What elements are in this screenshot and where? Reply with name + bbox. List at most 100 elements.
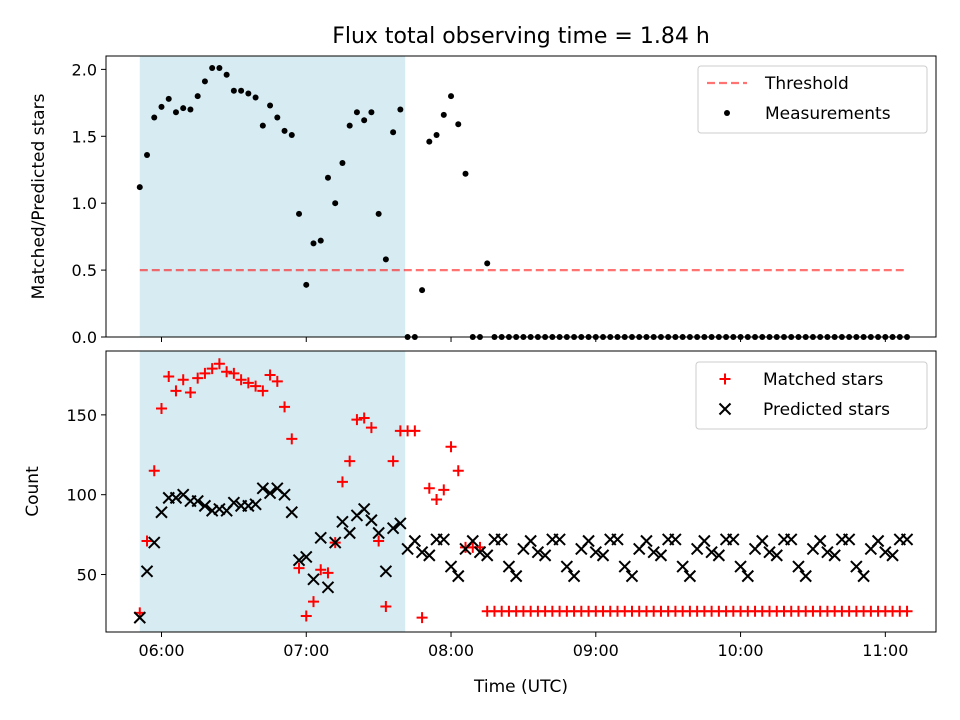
count-x-tick-label: 10:00 xyxy=(718,641,764,660)
ratio-y-tick-label: 0.0 xyxy=(72,328,97,347)
predicted-star-point xyxy=(452,569,465,583)
measurement-point xyxy=(172,109,179,116)
measurement-point xyxy=(158,103,165,110)
ratio-y-tick-label: 1.5 xyxy=(72,127,97,146)
predicted-star-point xyxy=(654,549,668,562)
predicted-star-point xyxy=(727,533,740,546)
measurement-point xyxy=(303,281,310,288)
matched-star-point xyxy=(300,610,312,622)
matched-star-point xyxy=(206,363,218,375)
measurement-point xyxy=(433,131,440,138)
predicted-star-point xyxy=(567,569,581,583)
predicted-star-point xyxy=(365,514,378,527)
ratio-panel: 0.00.51.01.52.0 Matched/Predicted stars … xyxy=(29,55,937,347)
count-y-axis-label: Count xyxy=(23,466,43,517)
count-y-tick-label: 100 xyxy=(66,486,97,505)
matched-star-point xyxy=(192,372,204,384)
measurement-point xyxy=(238,87,245,94)
measurement-point xyxy=(136,184,143,191)
predicted-star-point xyxy=(227,496,241,509)
predicted-star-point xyxy=(481,549,494,562)
matched-star-point xyxy=(170,385,182,397)
predicted-star-point xyxy=(198,499,212,513)
matched-star-point xyxy=(365,422,377,434)
predicted-star-point xyxy=(799,569,812,583)
predicted-star-point xyxy=(155,506,168,519)
predicted-star-point xyxy=(379,565,393,578)
matched-star-point xyxy=(235,374,247,386)
predicted-star-point xyxy=(336,515,349,529)
measurement-point xyxy=(419,287,426,294)
measurement-point xyxy=(144,152,151,159)
ratio-legend-box xyxy=(697,65,928,134)
measurement-point xyxy=(209,65,216,72)
matched-star-point xyxy=(148,465,160,477)
matched-star-point xyxy=(221,366,233,378)
count-x-tick-label: 08:00 xyxy=(428,641,474,660)
measurement-point xyxy=(187,106,194,113)
predicted-star-point xyxy=(278,488,291,501)
predicted-star-point xyxy=(314,531,327,545)
predicted-star-point xyxy=(394,517,407,530)
measurement-point xyxy=(245,90,252,97)
predicted-star-point xyxy=(683,569,697,583)
matched-star-point xyxy=(416,612,428,624)
predicted-star-point xyxy=(502,560,516,573)
predicted-star-point xyxy=(886,549,899,562)
predicted-star-point xyxy=(466,534,479,548)
ratio-y-tick-label: 0.5 xyxy=(72,261,97,280)
legend-measurements-swatch xyxy=(724,110,730,116)
predicted-star-point xyxy=(444,560,458,573)
predicted-star-point xyxy=(292,553,306,567)
measurement-point xyxy=(151,114,158,121)
matched-star-point xyxy=(351,414,363,426)
predicted-star-point xyxy=(408,534,422,548)
count-axes-frame xyxy=(105,350,937,633)
matched-star-point xyxy=(271,375,283,387)
measurement-point xyxy=(201,78,208,85)
matched-star-point xyxy=(423,482,435,494)
predicted-star-point xyxy=(611,533,624,546)
matched-star-point xyxy=(387,455,399,467)
predicted-star-point xyxy=(640,534,653,548)
predicted-star-point xyxy=(531,545,545,559)
predicted-star-point xyxy=(300,550,313,564)
predicted-star-point xyxy=(676,560,689,573)
measurement-point xyxy=(440,111,447,118)
predicted-star-point xyxy=(785,533,798,546)
matched-star-point xyxy=(373,535,385,547)
measurement-point xyxy=(426,138,433,145)
matched-star-point xyxy=(279,401,291,413)
matched-star-point xyxy=(380,600,392,612)
predicted-star-point xyxy=(792,560,805,573)
matched-star-point xyxy=(315,564,327,576)
predicted-star-point xyxy=(213,502,226,516)
measurement-point xyxy=(353,109,360,116)
measurement-point xyxy=(252,94,259,101)
predicted-star-point xyxy=(582,534,595,548)
measurement-point xyxy=(223,71,230,78)
measurement-point xyxy=(317,237,324,244)
matched-star-point xyxy=(199,367,211,379)
x-axis-label: Time (UTC) xyxy=(473,677,568,697)
matched-star-point xyxy=(286,433,298,445)
measurement-point xyxy=(455,121,462,128)
matched-star-point xyxy=(431,493,443,505)
matched-star-point xyxy=(257,385,269,397)
matched-star-point xyxy=(184,387,196,399)
matched-star-point xyxy=(264,369,276,381)
count-x-tick-label: 11:00 xyxy=(862,641,908,660)
predicted-star-point xyxy=(148,536,161,549)
measurement-point xyxy=(165,95,172,102)
ratio-y-tick-label: 1.0 xyxy=(72,194,97,213)
predicted-star-point xyxy=(553,533,566,546)
predicted-star-point xyxy=(900,533,914,546)
predicted-star-point xyxy=(705,545,718,559)
predicted-star-point xyxy=(133,611,146,624)
predicted-star-point xyxy=(307,573,320,586)
measurement-point xyxy=(448,93,455,100)
measurement-point xyxy=(324,174,331,181)
predicted-star-point xyxy=(343,526,356,540)
predicted-star-point xyxy=(256,482,270,495)
